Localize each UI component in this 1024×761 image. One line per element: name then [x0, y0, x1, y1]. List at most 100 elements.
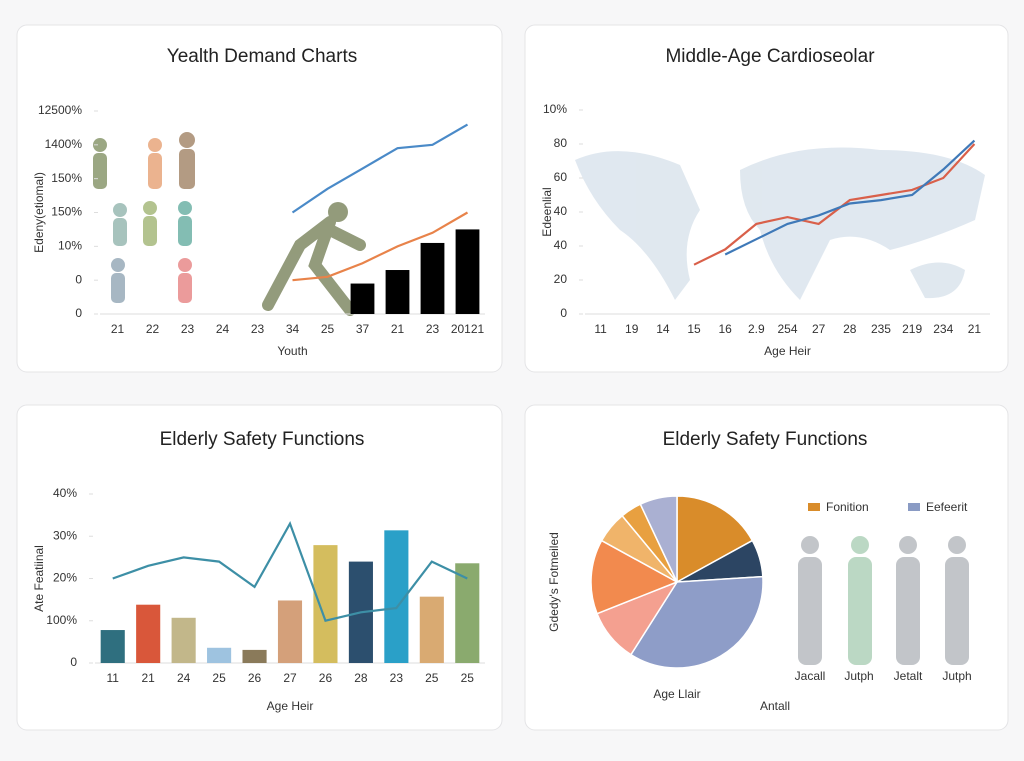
y-tick-label: 150%: [51, 205, 82, 219]
bar: [350, 283, 375, 314]
pie-slice: [639, 495, 678, 583]
bar: [207, 647, 232, 663]
y-tick-label: 40: [554, 238, 568, 252]
x-tick-label: 15: [687, 322, 701, 336]
figure-label: Jacall: [795, 669, 826, 683]
y-tick-label: 60: [554, 170, 568, 184]
bar: [277, 600, 303, 663]
bar: [385, 270, 410, 314]
x-axis-label: Age Heir: [267, 699, 314, 713]
bar: [242, 649, 267, 663]
legend-label: Fonition: [826, 500, 869, 514]
y-axis-label: Gdedy's Fotmeiled: [547, 532, 561, 632]
pie-slice: [629, 575, 764, 669]
x-tick-label: 19: [625, 322, 639, 336]
x-tick-label: 23: [181, 322, 195, 336]
chart-title: Elderly Safety Functions: [160, 429, 365, 450]
x-tick-label: 219: [902, 322, 922, 336]
line: [693, 143, 976, 266]
x-axis-label: Age Llair: [653, 687, 700, 701]
x-tick-label: 254: [777, 322, 797, 336]
y-axis-label: Edeenlial: [540, 187, 554, 236]
x-tick-label: 22: [146, 322, 160, 336]
figure-label: Jutph: [942, 669, 971, 683]
y-tick-label: 0: [70, 655, 77, 669]
bar: [419, 596, 444, 663]
x-tick-label: 25: [212, 671, 226, 685]
bar: [100, 630, 125, 663]
legend-swatch: [808, 503, 820, 511]
x-tick-label: 21: [142, 671, 156, 685]
figure-label: Jetalt: [894, 669, 923, 683]
x-tick-label: 11: [106, 671, 119, 685]
y-axis-label: Ate Featiinal: [32, 545, 46, 612]
x-axis-label: Youth: [277, 344, 307, 358]
x-tick-label: 21: [391, 322, 405, 336]
x-tick-label: 25: [321, 322, 335, 336]
bar: [455, 563, 480, 663]
bar: [171, 617, 196, 663]
y-tick-label: 30%: [53, 528, 77, 542]
y-tick-label: 0: [560, 306, 567, 320]
chart-title: Elderly Safety Functions: [663, 429, 868, 450]
x-tick-label: 27: [283, 671, 297, 685]
y-tick-label: 0: [75, 272, 82, 286]
x-axis-label: Age Heir: [764, 344, 811, 358]
y-tick-label: 10%: [58, 239, 82, 253]
line: [112, 520, 468, 623]
x-tick-label: 21: [968, 322, 982, 336]
line: [724, 139, 976, 256]
figures: [798, 536, 969, 665]
y-tick-label: 40%: [53, 486, 77, 500]
x-tick-label: 25: [461, 671, 475, 685]
y-tick-label: 100%: [46, 613, 77, 627]
pie-slice: [676, 495, 754, 584]
bar: [455, 229, 480, 314]
x-tick-label: 24: [177, 671, 191, 685]
x-tick-label: 2.9: [748, 322, 765, 336]
bar: [420, 242, 445, 314]
x-tick-label: 25: [425, 671, 439, 685]
y-tick-label: 10%: [543, 102, 567, 116]
bar: [313, 545, 338, 663]
y-tick-label: 150%: [51, 171, 82, 185]
x-tick-label: 28: [354, 671, 368, 685]
x-tick-label: 23: [251, 322, 265, 336]
line: [292, 211, 469, 282]
x-tick-label: 24: [216, 322, 230, 336]
bar: [136, 604, 161, 663]
x-tick-label: 14: [656, 322, 670, 336]
y-tick-label: 12500%: [38, 103, 82, 117]
x-tick-label: 34: [286, 322, 300, 336]
x-tick-label: 235: [871, 322, 891, 336]
x-tick-label: 21: [111, 322, 125, 336]
card: [16, 24, 503, 373]
x-tick-label: 234: [933, 322, 953, 336]
line: [291, 123, 469, 214]
figures: [93, 132, 366, 316]
x-tick-label: 37: [356, 322, 370, 336]
annotation: Antall: [760, 699, 790, 713]
legend-label: Eefeerit: [926, 500, 968, 514]
x-tick-label: 23: [426, 322, 440, 336]
y-tick-label: 0: [75, 306, 82, 320]
x-tick-label: 16: [719, 322, 733, 336]
y-tick-label: 40: [554, 204, 568, 218]
y-tick-label: 80: [554, 136, 568, 150]
x-tick-label: 23: [390, 671, 404, 685]
legend-swatch: [908, 503, 920, 511]
x-tick-label: 20121: [451, 322, 485, 336]
x-tick-label: 26: [319, 671, 333, 685]
x-tick-label: 28: [843, 322, 857, 336]
figure-label: Jutph: [844, 669, 873, 683]
pie-slice: [590, 539, 679, 615]
chart-title: Middle-Age Cardioseolar: [665, 46, 875, 67]
y-axis-label: Edeny(etiomal): [32, 172, 46, 253]
y-tick-label: 20%: [53, 571, 77, 585]
y-tick-label: 1400%: [45, 137, 83, 151]
y-tick-label: 20: [554, 272, 568, 286]
x-tick-label: 26: [248, 671, 262, 685]
x-tick-label: 27: [812, 322, 826, 336]
chart-title: Yealth Demand Charts: [167, 46, 357, 67]
